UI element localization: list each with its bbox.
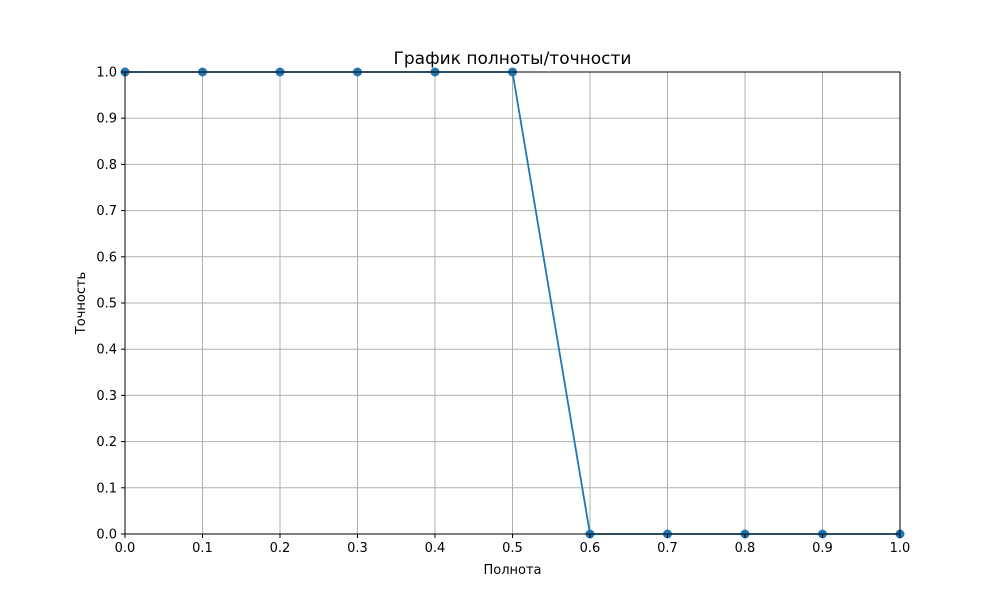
x-tick-label: 0.2 <box>270 541 291 556</box>
y-tick-label: 0.1 <box>96 481 117 496</box>
x-tick-label: 0.4 <box>425 541 446 556</box>
x-tick-label: 1.0 <box>890 541 911 556</box>
y-tick-label: 0.9 <box>96 112 117 127</box>
ticks: 0.0 0.1 0.2 0.3 0.4 0.5 0.6 0.7 0.8 0.9 1.0 0.0 0.1 0… <box>96 66 910 557</box>
y-tick-label: 0.3 <box>96 389 117 404</box>
x-axis-label: Полнота <box>483 563 541 578</box>
y-tick-label: 0.2 <box>96 435 117 450</box>
y-tick-label: 0.0 <box>96 528 117 543</box>
x-tick-label: 0.9 <box>812 541 833 556</box>
x-tick-label: 0.7 <box>657 541 678 556</box>
y-tick-label: 0.7 <box>96 204 117 219</box>
x-tick-label: 0.6 <box>580 541 601 556</box>
x-tick-label: 0.1 <box>192 541 213 556</box>
grid <box>124 71 901 535</box>
x-tick-label: 0.0 <box>115 541 136 556</box>
y-tick-label: 1.0 <box>96 66 117 81</box>
chart-title: График полноты/точности <box>394 49 632 69</box>
x-tick-label: 0.3 <box>347 541 368 556</box>
x-tick-label: 0.8 <box>735 541 756 556</box>
x-tick-label: 0.5 <box>502 541 523 556</box>
y-tick-label: 0.6 <box>96 250 117 265</box>
y-axis-label: Точность <box>74 272 89 335</box>
y-tick-label: 0.5 <box>96 297 117 312</box>
y-tick-label: 0.8 <box>96 158 117 173</box>
y-tick-label: 0.4 <box>96 343 117 358</box>
